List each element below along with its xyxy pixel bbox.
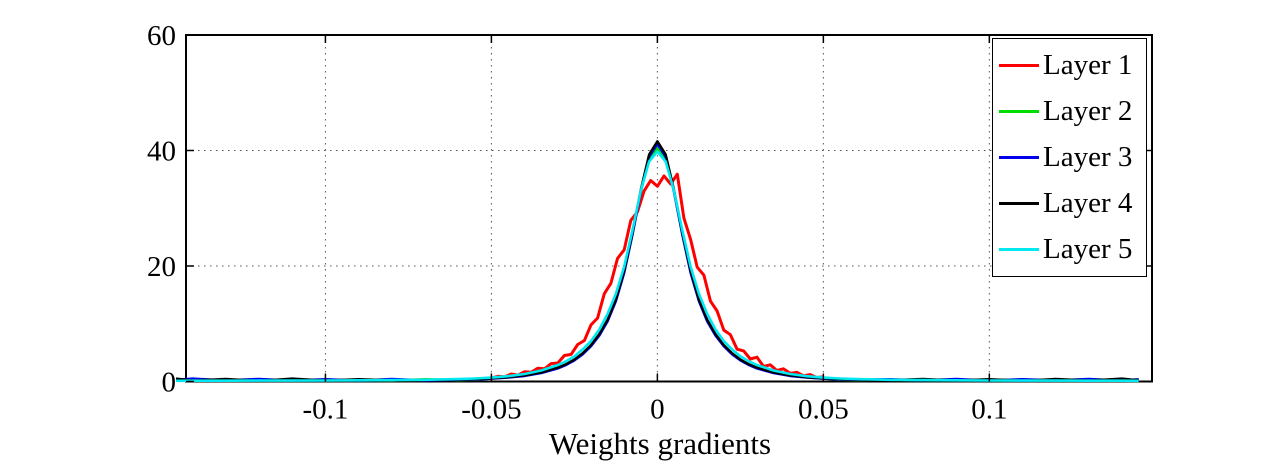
series-line-layer-5 xyxy=(175,150,1139,383)
x-tick-label: 0.05 xyxy=(798,394,849,426)
legend-label: Layer 4 xyxy=(1043,186,1133,219)
x-axis-label: Weights gradients xyxy=(548,426,772,461)
y-tick-label: 0 xyxy=(162,367,177,399)
legend-box: Layer 1 Layer 2 Layer 3 Layer 4 Layer 5 xyxy=(992,38,1147,277)
legend-label: Layer 5 xyxy=(1043,232,1133,265)
legend-label: Layer 2 xyxy=(1043,95,1133,128)
legend-line-sample-layer-5 xyxy=(999,247,1039,251)
x-tick-label: -0.05 xyxy=(461,394,521,426)
legend-line-sample-layer-1 xyxy=(999,64,1039,68)
legend-entry-layer-2: Layer 2 xyxy=(999,90,1146,134)
legend-entry-layer-5: Layer 5 xyxy=(999,227,1146,271)
y-tick-label: 40 xyxy=(147,136,176,168)
legend-entry-layer-1: Layer 1 xyxy=(999,44,1146,88)
legend-line-sample-layer-3 xyxy=(999,155,1039,159)
x-tick-label: 0 xyxy=(650,394,665,426)
legend-line-sample-layer-2 xyxy=(999,110,1039,114)
y-tick-label: 20 xyxy=(147,251,176,283)
y-tick-label: 60 xyxy=(147,20,176,52)
x-tick-label: -0.1 xyxy=(302,394,348,426)
legend-entry-layer-4: Layer 4 xyxy=(999,181,1146,225)
legend-label: Layer 1 xyxy=(1043,49,1133,82)
x-tick-label: 0.1 xyxy=(971,394,1007,426)
series-line-layer-1 xyxy=(491,172,824,380)
legend-entry-layer-3: Layer 3 xyxy=(999,135,1146,179)
legend-label: Layer 3 xyxy=(1043,140,1133,173)
legend-line-sample-layer-4 xyxy=(999,201,1039,205)
axes-box xyxy=(185,34,1153,383)
